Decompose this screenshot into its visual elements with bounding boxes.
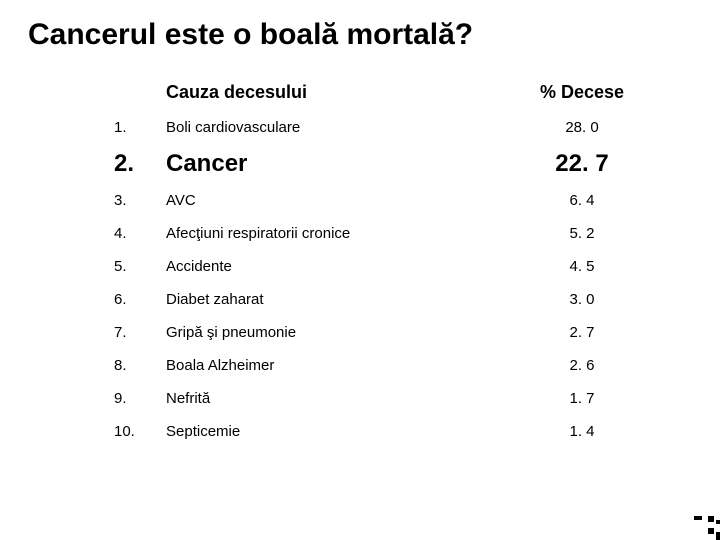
table-row: 10.Septicemie1. 4 xyxy=(108,415,648,448)
slide: Cancerul este o boală mortală? Cauza dec… xyxy=(0,0,720,540)
causes-table: Cauza decesului % Decese 1.Boli cardiova… xyxy=(108,74,648,448)
cell-cause: Boli cardiovasculare xyxy=(160,111,516,144)
table-row: 7.Gripă şi pneumonie2. 7 xyxy=(108,316,648,349)
cell-percent: 5. 2 xyxy=(516,217,648,250)
header-percent: % Decese xyxy=(516,74,648,111)
page-title: Cancerul este o boală mortală? xyxy=(28,18,692,52)
table-row: 5.Accidente4. 5 xyxy=(108,250,648,283)
cell-cause: Nefrită xyxy=(160,382,516,415)
table-row: 8.Boala Alzheimer2. 6 xyxy=(108,349,648,382)
cell-cause: Afecţiuni respiratorii cronice xyxy=(160,217,516,250)
cell-cause: Cancer xyxy=(160,144,516,184)
cell-rank: 3. xyxy=(108,184,160,217)
table-row: 3.AVC6. 4 xyxy=(108,184,648,217)
cell-percent: 22. 7 xyxy=(516,144,648,184)
cell-cause: Accidente xyxy=(160,250,516,283)
cell-rank: 6. xyxy=(108,283,160,316)
cell-percent: 2. 7 xyxy=(516,316,648,349)
table-row: 1.Boli cardiovasculare28. 0 xyxy=(108,111,648,144)
cell-cause: Boala Alzheimer xyxy=(160,349,516,382)
cell-percent: 1. 4 xyxy=(516,415,648,448)
cell-rank: 5. xyxy=(108,250,160,283)
cell-percent: 1. 7 xyxy=(516,382,648,415)
cell-cause: AVC xyxy=(160,184,516,217)
cell-rank: 10. xyxy=(108,415,160,448)
header-rank xyxy=(108,74,160,111)
cell-cause: Septicemie xyxy=(160,415,516,448)
cell-percent: 2. 6 xyxy=(516,349,648,382)
header-cause: Cauza decesului xyxy=(160,74,516,111)
cell-percent: 28. 0 xyxy=(516,111,648,144)
table-row: 6.Diabet zaharat3. 0 xyxy=(108,283,648,316)
table-header-row: Cauza decesului % Decese xyxy=(108,74,648,111)
table-row: 9.Nefrită1. 7 xyxy=(108,382,648,415)
cell-cause: Diabet zaharat xyxy=(160,283,516,316)
table-row: 2.Cancer22. 7 xyxy=(108,144,648,184)
cell-rank: 9. xyxy=(108,382,160,415)
cell-percent: 4. 5 xyxy=(516,250,648,283)
corner-decoration xyxy=(690,510,720,540)
cell-rank: 2. xyxy=(108,144,160,184)
cell-percent: 3. 0 xyxy=(516,283,648,316)
cell-rank: 1. xyxy=(108,111,160,144)
table-row: 4.Afecţiuni respiratorii cronice5. 2 xyxy=(108,217,648,250)
cell-cause: Gripă şi pneumonie xyxy=(160,316,516,349)
cell-rank: 7. xyxy=(108,316,160,349)
cell-rank: 4. xyxy=(108,217,160,250)
cell-rank: 8. xyxy=(108,349,160,382)
cell-percent: 6. 4 xyxy=(516,184,648,217)
